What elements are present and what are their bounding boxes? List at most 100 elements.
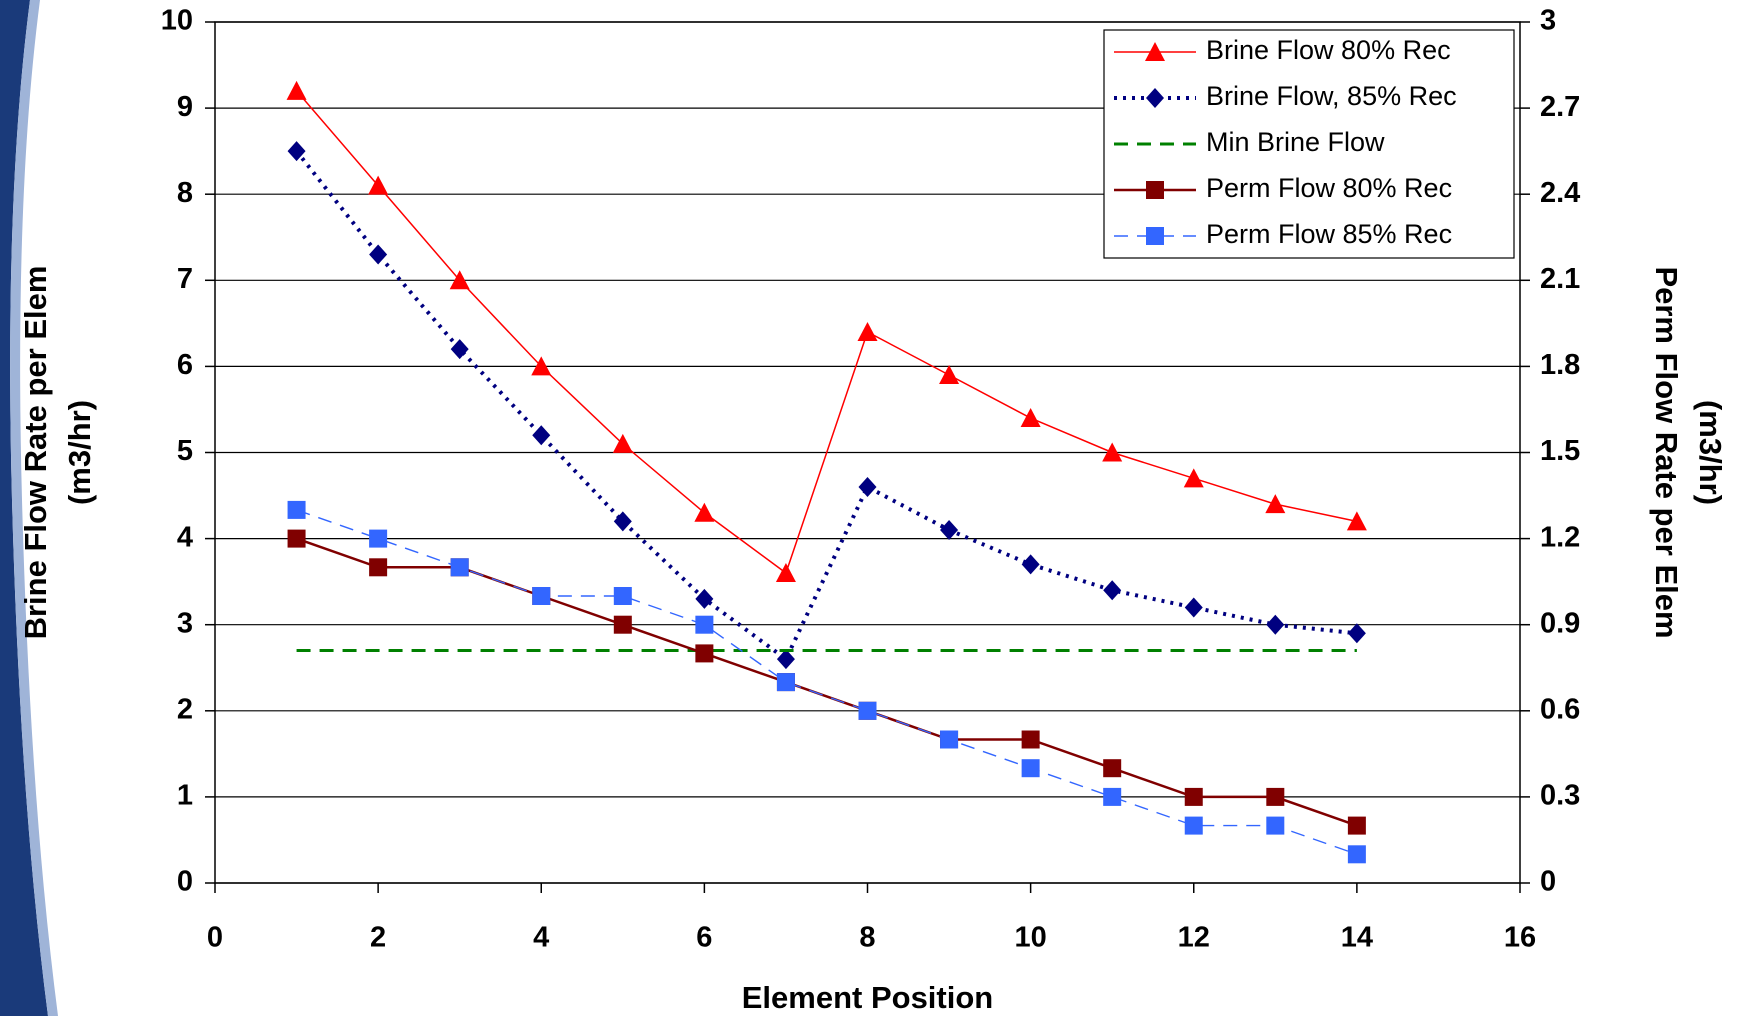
legend: Brine Flow 80% Rec Brine Flow, 85% Rec Min… xyxy=(1103,29,1515,259)
marker xyxy=(1103,759,1122,778)
marker xyxy=(450,339,469,360)
marker xyxy=(695,615,714,634)
marker xyxy=(613,511,632,532)
x-axis-title: Element Position xyxy=(742,980,993,1015)
legend-label: Brine Flow, 85% Rec xyxy=(1206,81,1457,111)
y-axis-title: (m3/hr) xyxy=(62,400,97,505)
marker xyxy=(286,80,307,100)
series-line xyxy=(296,509,1358,855)
y-tick-label: 3 xyxy=(177,607,193,639)
marker xyxy=(369,244,388,265)
marker xyxy=(1103,580,1122,601)
y-axis-title: Brine Flow Rate per Elem xyxy=(18,266,53,640)
marker xyxy=(1020,408,1041,428)
marker xyxy=(531,356,552,376)
marker xyxy=(368,175,389,195)
y2-tick-label: 0.6 xyxy=(1540,693,1580,725)
y2-tick-label: 1.5 xyxy=(1540,435,1580,467)
marker xyxy=(369,558,388,577)
y-tick-label: 5 xyxy=(177,435,193,467)
x-tick-label: 12 xyxy=(1178,922,1210,954)
legend-label: Brine Flow 80% Rec xyxy=(1206,35,1451,65)
marker xyxy=(695,588,714,609)
x-tick-label: 2 xyxy=(370,922,386,954)
marker xyxy=(1266,816,1285,835)
marker xyxy=(1184,816,1203,835)
marker xyxy=(695,644,714,663)
legend-label: Perm Flow 85% Rec xyxy=(1206,219,1452,249)
marker xyxy=(1184,787,1203,806)
marker xyxy=(449,270,470,290)
marker xyxy=(1021,554,1040,575)
x-tick-label: 14 xyxy=(1341,922,1373,954)
marker xyxy=(1347,816,1366,835)
marker xyxy=(1146,181,1164,199)
marker xyxy=(613,615,632,634)
marker xyxy=(940,730,959,749)
series-line xyxy=(295,90,1358,575)
y2-tick-label: 1.8 xyxy=(1540,349,1580,381)
x-tick-label: 8 xyxy=(859,922,875,954)
decor-swoosh xyxy=(0,0,48,1016)
marker xyxy=(775,563,796,583)
x-tick-label: 10 xyxy=(1014,922,1046,954)
y2-axis-title: (m3/hr) xyxy=(1693,400,1728,505)
marker xyxy=(1347,845,1366,864)
marker xyxy=(1266,787,1285,806)
marker xyxy=(1184,597,1203,618)
y2-tick-label: 0.9 xyxy=(1540,607,1580,639)
marker xyxy=(1103,787,1122,806)
marker xyxy=(532,587,551,605)
y-tick-label: 9 xyxy=(177,91,193,123)
marker xyxy=(857,321,878,341)
marker xyxy=(1021,759,1040,778)
marker xyxy=(287,141,306,162)
x-tick-label: 0 xyxy=(207,922,223,954)
y-tick-label: 0 xyxy=(177,866,193,898)
legend-label: Min Brine Flow xyxy=(1206,127,1385,157)
marker xyxy=(939,365,960,385)
x-tick-label: 4 xyxy=(533,922,549,954)
marker xyxy=(612,433,633,453)
y-tick-label: 7 xyxy=(177,263,193,295)
series-line xyxy=(294,149,1358,663)
marker xyxy=(1347,623,1366,644)
marker xyxy=(287,500,306,519)
marker xyxy=(287,529,306,548)
y-tick-label: 1 xyxy=(177,780,193,812)
marker xyxy=(1146,227,1164,245)
marker xyxy=(1021,730,1040,749)
marker xyxy=(1265,494,1286,514)
marker xyxy=(369,529,388,548)
y2-axis-title: Perm Flow Rate per Elem xyxy=(1649,266,1684,638)
marker xyxy=(858,701,877,720)
legend-label: Perm Flow 80% Rec xyxy=(1206,173,1452,203)
marker xyxy=(1183,468,1204,488)
y-tick-label: 2 xyxy=(177,693,193,725)
y2-tick-label: 2.4 xyxy=(1540,177,1580,209)
y2-tick-label: 2.1 xyxy=(1540,263,1580,295)
y2-tick-label: 3 xyxy=(1540,5,1556,37)
marker xyxy=(1145,42,1165,61)
y2-tick-label: 1.2 xyxy=(1540,521,1580,553)
marker xyxy=(613,587,632,605)
plot-frame xyxy=(214,21,1521,884)
y-tick-label: 6 xyxy=(177,349,193,381)
series-line xyxy=(296,537,1358,827)
y2-tick-label: 2.7 xyxy=(1540,91,1580,123)
marker xyxy=(858,476,877,497)
y-tick-label: 8 xyxy=(177,177,193,209)
marker xyxy=(450,558,469,577)
y-tick-label: 10 xyxy=(161,5,193,37)
y-tick-label: 4 xyxy=(177,521,193,553)
decor-swoosh-edge xyxy=(10,0,59,1016)
marker xyxy=(776,649,795,670)
marker xyxy=(694,502,715,522)
marker xyxy=(940,519,959,540)
x-tick-label: 16 xyxy=(1504,922,1536,954)
marker xyxy=(1266,614,1285,635)
x-tick-label: 6 xyxy=(696,922,712,954)
marker xyxy=(776,673,795,692)
